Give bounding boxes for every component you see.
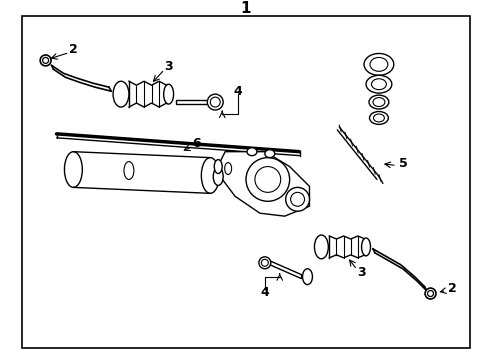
Text: 2: 2 <box>448 282 457 295</box>
Polygon shape <box>270 261 301 279</box>
Ellipse shape <box>315 235 328 259</box>
Text: 4: 4 <box>261 286 269 299</box>
Circle shape <box>261 259 269 266</box>
Circle shape <box>255 167 281 192</box>
Ellipse shape <box>366 75 392 93</box>
Circle shape <box>425 288 436 299</box>
Text: 5: 5 <box>399 157 408 170</box>
Ellipse shape <box>214 159 222 174</box>
Text: 2: 2 <box>69 43 78 56</box>
Circle shape <box>428 291 434 297</box>
Ellipse shape <box>373 98 385 107</box>
Circle shape <box>210 97 220 107</box>
Text: 3: 3 <box>357 266 366 279</box>
Ellipse shape <box>164 84 173 104</box>
Polygon shape <box>74 152 210 193</box>
Ellipse shape <box>247 148 257 156</box>
Polygon shape <box>175 100 208 104</box>
Text: 4: 4 <box>234 85 243 98</box>
Circle shape <box>286 188 310 211</box>
Ellipse shape <box>124 162 134 179</box>
Ellipse shape <box>302 269 313 285</box>
Circle shape <box>291 192 304 206</box>
Ellipse shape <box>364 54 394 75</box>
Ellipse shape <box>224 163 232 175</box>
Circle shape <box>259 257 271 269</box>
Circle shape <box>43 58 49 63</box>
Ellipse shape <box>201 158 219 193</box>
Ellipse shape <box>369 95 389 109</box>
Text: 6: 6 <box>192 137 201 150</box>
Ellipse shape <box>373 114 384 122</box>
Circle shape <box>207 94 223 110</box>
Circle shape <box>246 158 290 201</box>
Ellipse shape <box>369 112 389 125</box>
Circle shape <box>40 55 51 66</box>
Ellipse shape <box>213 167 223 185</box>
Ellipse shape <box>370 58 388 71</box>
Ellipse shape <box>65 152 82 188</box>
Text: 1: 1 <box>241 1 251 16</box>
Ellipse shape <box>371 79 386 90</box>
Text: 3: 3 <box>164 60 173 73</box>
Ellipse shape <box>265 150 275 158</box>
Ellipse shape <box>113 81 129 107</box>
Ellipse shape <box>362 238 370 256</box>
Polygon shape <box>220 152 310 216</box>
